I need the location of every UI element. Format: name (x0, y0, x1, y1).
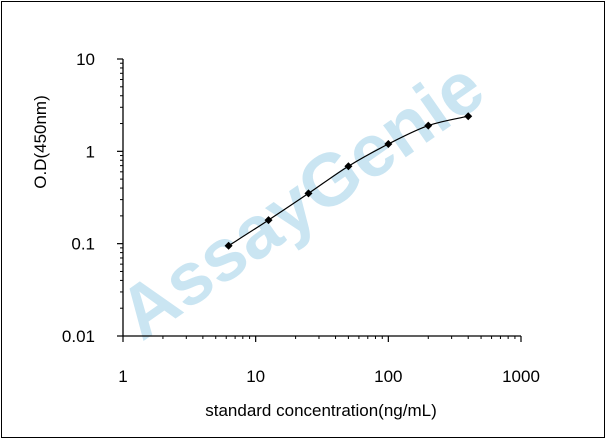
x-axis-label: standard concentration(ng/mL) (205, 401, 437, 420)
data-point (464, 112, 473, 121)
axes (117, 58, 522, 342)
tick-labels: 1 10 100 1000 0.01 0.1 1 10 (62, 50, 540, 386)
data-points-layer (224, 112, 473, 250)
data-point (224, 241, 233, 250)
data-point (384, 140, 393, 149)
data-point (304, 189, 313, 198)
data-point (424, 121, 433, 130)
x-tick-label: 1000 (502, 367, 540, 386)
y-tick-label: 10 (76, 50, 95, 69)
x-tick-label: 1 (118, 367, 127, 386)
y-tick-label: 0.1 (71, 235, 95, 254)
y-tick-label: 1 (86, 142, 95, 161)
data-point (344, 162, 353, 171)
y-axis-label: O.D(450nm) (31, 95, 50, 189)
data-point (264, 216, 273, 225)
x-tick-label: 100 (374, 367, 402, 386)
x-tick-label: 10 (246, 367, 265, 386)
y-tick-label: 0.01 (62, 327, 95, 346)
watermark: AssayGenie (104, 44, 499, 355)
